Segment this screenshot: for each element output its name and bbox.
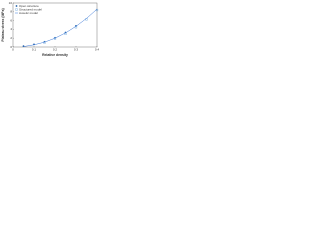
y-axis-label: Plateau stress (MPa) xyxy=(1,8,5,41)
y-tick-label: 10 xyxy=(9,1,13,5)
legend-swatch xyxy=(15,5,18,7)
x-tick-label: 0.4 xyxy=(95,47,100,51)
chart: Plateau stress (MPa) Relative density 0 2… xyxy=(1,1,100,57)
x-tick-label: 0.3 xyxy=(74,47,79,51)
legend-label: Auxetic model xyxy=(19,11,38,15)
y-tick-label: 4 xyxy=(10,27,12,31)
y-tick-label: 2 xyxy=(10,36,12,40)
x-axis-label: Relative density xyxy=(42,53,68,57)
legend-swatch xyxy=(15,8,18,11)
x-tick-label: 0 xyxy=(12,47,14,51)
x-tick-label: 0.1 xyxy=(32,47,37,51)
y-tick-label: 6 xyxy=(10,18,12,22)
series-line xyxy=(23,8,98,47)
legend-label: Open structure xyxy=(19,4,39,8)
x-tick-label: 0.2 xyxy=(53,47,58,51)
y-tick-label: 8 xyxy=(10,10,12,14)
legend-label: Structured model xyxy=(19,7,42,11)
data-point xyxy=(22,45,25,48)
page: {"chart_data": {"type": "scatter", "x_la… xyxy=(0,0,320,58)
y-tick-label: 0 xyxy=(10,45,12,49)
